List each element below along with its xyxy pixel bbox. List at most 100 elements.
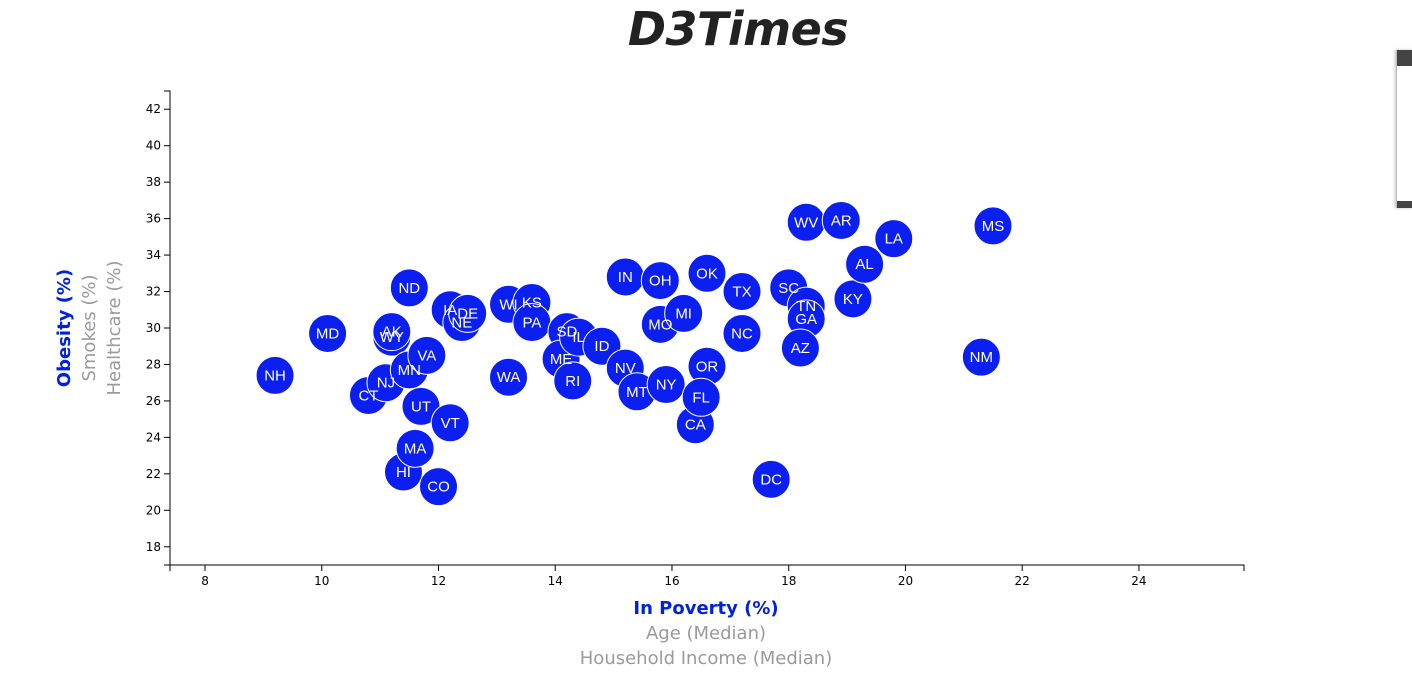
y-axis-label-option[interactable]: Healthcare (%) — [104, 261, 125, 396]
state-point[interactable] — [489, 357, 529, 397]
state-point[interactable] — [961, 337, 1001, 377]
state-label[interactable]: TX — [732, 284, 751, 301]
x-tick-label: 22 — [1015, 574, 1030, 588]
state-label[interactable]: NJ — [377, 375, 395, 392]
x-axis-label-option[interactable]: Household Income (Median) — [580, 648, 832, 669]
state-label[interactable]: AK — [382, 324, 402, 341]
state-label[interactable]: HI — [396, 464, 411, 481]
state-label[interactable]: TN — [796, 298, 816, 315]
state-label[interactable]: FL — [692, 389, 710, 406]
state-label[interactable]: DC — [760, 471, 782, 488]
state-label[interactable]: WA — [497, 369, 521, 386]
state-point[interactable] — [681, 377, 721, 417]
state-point[interactable] — [372, 312, 412, 352]
state-point[interactable] — [448, 293, 488, 333]
state-label[interactable]: SD — [556, 324, 577, 341]
state-point[interactable] — [722, 313, 762, 353]
state-label[interactable]: NM — [970, 349, 993, 366]
x-axis-line — [169, 564, 1245, 571]
panel-footer-bar — [1397, 201, 1412, 208]
state-label[interactable]: DE — [457, 305, 478, 322]
state-label[interactable]: IN — [618, 269, 633, 286]
y-tick-label: 34 — [146, 248, 161, 262]
state-label[interactable]: MT — [626, 384, 648, 401]
y-tick-label: 36 — [146, 212, 161, 226]
state-label[interactable]: NC — [731, 325, 753, 342]
y-tick-label: 42 — [146, 102, 161, 116]
x-axis-label-option[interactable]: Age (Median) — [646, 623, 766, 644]
state-label[interactable]: CO — [427, 479, 450, 496]
x-axis-label-option[interactable]: In Poverty (%) — [633, 598, 778, 619]
state-label[interactable]: OK — [696, 265, 718, 282]
state-label[interactable]: MS — [982, 218, 1005, 235]
state-label[interactable]: NY — [656, 377, 677, 394]
state-point[interactable] — [751, 459, 791, 499]
state-label[interactable]: CA — [685, 417, 706, 434]
state-label[interactable]: NH — [264, 367, 286, 384]
state-label[interactable]: WI — [499, 296, 517, 313]
state-point[interactable] — [395, 428, 435, 468]
state-label[interactable]: WV — [794, 214, 818, 231]
state-point[interactable] — [722, 272, 762, 312]
state-label[interactable]: MD — [316, 325, 339, 342]
state-label[interactable]: OR — [696, 358, 719, 375]
state-label[interactable]: AR — [831, 212, 852, 229]
state-label[interactable]: KY — [843, 291, 863, 308]
state-point[interactable] — [833, 279, 873, 319]
state-point[interactable] — [874, 219, 914, 259]
state-label[interactable]: IL — [572, 329, 585, 346]
y-tick-label: 30 — [146, 321, 161, 335]
state-point[interactable] — [845, 244, 885, 284]
state-label[interactable]: AL — [855, 256, 873, 273]
state-label[interactable]: LA — [885, 231, 903, 248]
state-point[interactable] — [973, 206, 1013, 246]
y-tick-label: 20 — [146, 503, 161, 517]
state-label[interactable]: VT — [441, 415, 460, 432]
state-label[interactable]: MO — [648, 316, 672, 333]
x-tick-label: 8 — [201, 574, 209, 588]
state-label[interactable]: SC — [778, 280, 799, 297]
state-point[interactable] — [640, 261, 680, 301]
state-label[interactable]: MA — [404, 440, 427, 457]
state-label[interactable]: ND — [398, 280, 420, 297]
y-axis-labels: Obesity (%) Smokes (%) Healthcare (%) — [54, 261, 125, 396]
state-point[interactable] — [821, 200, 861, 240]
state-label[interactable]: ID — [594, 338, 609, 355]
state-point[interactable] — [780, 328, 820, 368]
y-tick-label: 38 — [146, 175, 161, 189]
y-axis-label-option[interactable]: Obesity (%) — [54, 269, 75, 387]
state-label[interactable]: NV — [615, 360, 636, 377]
state-point[interactable] — [255, 355, 295, 395]
state-label[interactable]: PA — [522, 315, 541, 332]
state-label[interactable]: UT — [411, 398, 431, 415]
state-label[interactable]: KS — [522, 294, 542, 311]
state-label[interactable]: WY — [380, 329, 404, 346]
state-label[interactable]: NE — [451, 315, 472, 332]
state-point[interactable] — [553, 361, 593, 401]
state-label[interactable]: GA — [795, 311, 817, 328]
panel-header-icon — [1397, 50, 1412, 66]
y-axis-label-option[interactable]: Smokes (%) — [79, 274, 100, 381]
state-point[interactable] — [407, 335, 447, 375]
x-axis: 8 10 12 14 16 18 20 22 24 — [169, 564, 1245, 588]
state-label[interactable]: OH — [649, 273, 672, 290]
state-point[interactable] — [308, 313, 348, 353]
state-label[interactable]: VA — [417, 347, 436, 364]
x-tick-label: 10 — [314, 574, 329, 588]
state-label[interactable]: MN — [398, 362, 421, 379]
state-point[interactable] — [646, 365, 686, 405]
side-panel-edge[interactable] — [1396, 50, 1412, 208]
state-label[interactable]: IA — [443, 302, 457, 319]
state-label[interactable]: RI — [565, 373, 580, 390]
x-axis-labels: In Poverty (%) Age (Median) Household Inco… — [580, 598, 832, 669]
state-point[interactable] — [664, 293, 704, 333]
state-point[interactable] — [389, 268, 429, 308]
state-point[interactable] — [430, 403, 470, 443]
state-point[interactable] — [419, 467, 458, 507]
state-point[interactable] — [687, 253, 727, 293]
state-label[interactable]: ME — [550, 351, 573, 368]
state-label[interactable]: MI — [675, 305, 692, 322]
state-label[interactable]: AZ — [791, 340, 810, 357]
state-label[interactable]: CT — [358, 387, 378, 404]
y-tick-label: 18 — [146, 540, 161, 554]
